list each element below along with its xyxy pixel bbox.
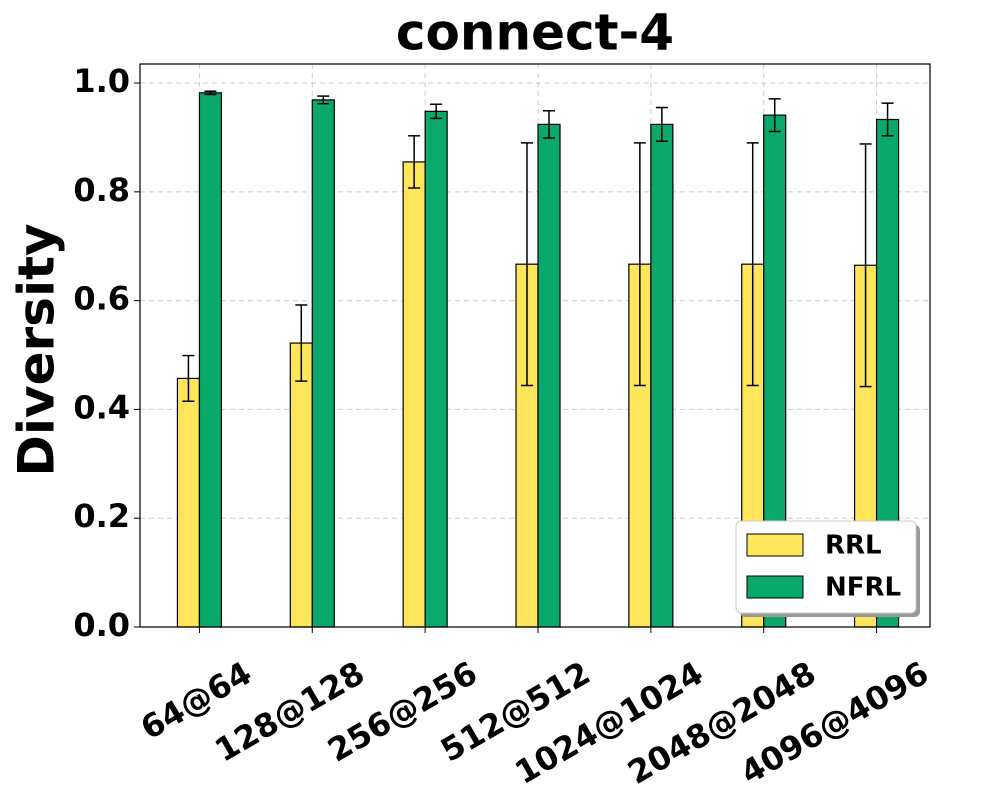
error-bar bbox=[430, 103, 443, 120]
y-tick-label: 1.0 bbox=[73, 62, 130, 100]
error-bar bbox=[859, 143, 872, 388]
bar bbox=[650, 123, 674, 628]
error-bar bbox=[881, 102, 894, 137]
error-bar bbox=[295, 304, 308, 382]
error-bar bbox=[204, 90, 217, 96]
legend-label: RRL bbox=[825, 531, 882, 561]
bar bbox=[402, 161, 426, 628]
y-axis-label: Diversity bbox=[8, 223, 66, 476]
error-bar bbox=[768, 98, 781, 133]
bar bbox=[537, 123, 561, 628]
x-tick-label: 4096@4096 bbox=[734, 654, 935, 790]
error-bar bbox=[543, 110, 555, 139]
x-tick-label: 1024@1024 bbox=[508, 654, 709, 790]
plot-frame bbox=[139, 63, 931, 628]
error-bar bbox=[633, 142, 646, 387]
y-tick-label: 0.4 bbox=[73, 388, 130, 426]
bar bbox=[311, 99, 335, 628]
y-tick-label: 0.8 bbox=[73, 171, 130, 209]
bar bbox=[289, 342, 313, 628]
y-tick-label: 0.6 bbox=[73, 280, 130, 318]
legend-swatch bbox=[746, 575, 804, 599]
error-bar bbox=[746, 142, 759, 387]
chart-title: connect-4 bbox=[396, 4, 674, 62]
bar bbox=[198, 92, 223, 628]
y-tick-label: 0.0 bbox=[73, 606, 130, 644]
error-bar bbox=[182, 354, 195, 403]
x-tick-label: 2048@2048 bbox=[621, 654, 822, 790]
error-bar bbox=[521, 142, 533, 387]
legend-label: NFRL bbox=[825, 573, 901, 603]
bar bbox=[424, 110, 448, 628]
y-tick-label: 0.2 bbox=[73, 497, 130, 535]
error-bar bbox=[655, 106, 668, 142]
error-bar bbox=[317, 95, 330, 105]
legend-swatch bbox=[746, 533, 804, 557]
bar bbox=[176, 377, 201, 628]
error-bar bbox=[408, 135, 421, 189]
